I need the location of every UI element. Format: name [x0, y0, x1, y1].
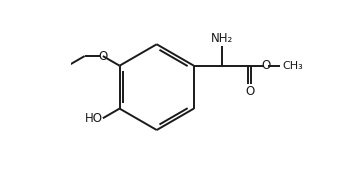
Text: HO: HO — [85, 112, 103, 125]
Text: O: O — [261, 59, 270, 72]
Text: O: O — [245, 85, 254, 98]
Text: O: O — [98, 50, 107, 63]
Text: NH₂: NH₂ — [210, 32, 233, 45]
Text: CH₃: CH₃ — [283, 61, 303, 71]
